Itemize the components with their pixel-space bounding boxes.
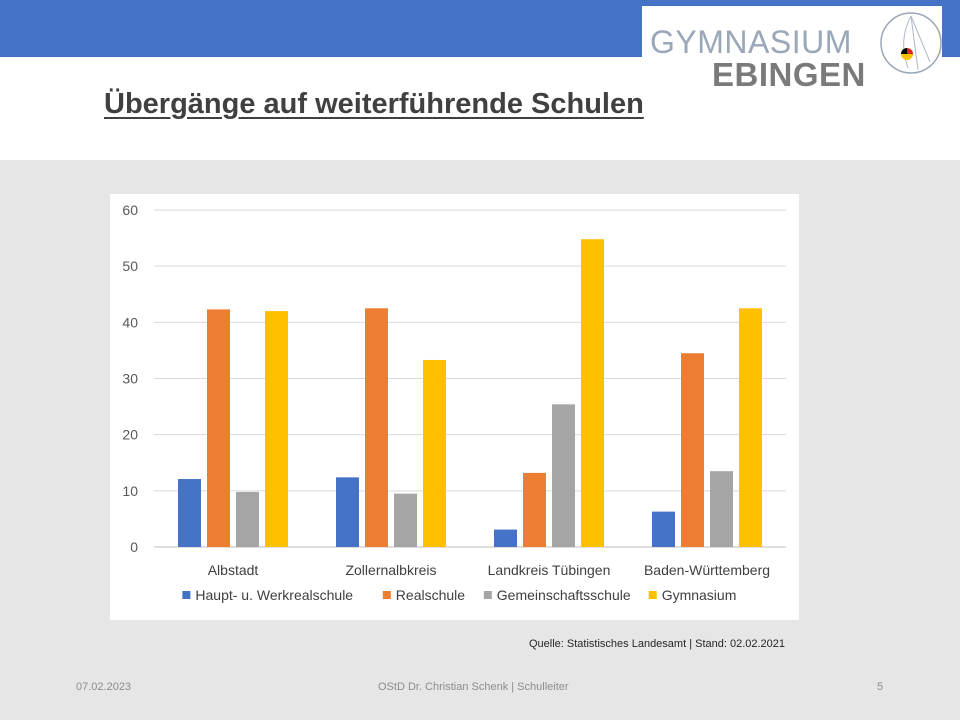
slide-title: Übergänge auf weiterführende Schulen bbox=[104, 88, 644, 120]
school-seal-icon bbox=[880, 12, 942, 74]
bar-landkreis-t-bingen-0 bbox=[494, 529, 517, 547]
bar-baden-w-rttemberg-1 bbox=[681, 353, 704, 547]
school-logo bbox=[642, 6, 942, 96]
bar-albstadt-1 bbox=[207, 309, 230, 547]
bar-albstadt-2 bbox=[236, 491, 259, 547]
bar-baden-w-rttemberg-3 bbox=[739, 308, 762, 547]
logo-text-ebingen: EBINGEN bbox=[712, 56, 866, 93]
bar-landkreis-t-bingen-2 bbox=[552, 404, 575, 547]
legend-label: Haupt- u. Werkrealschule bbox=[195, 587, 353, 603]
source-note: Quelle: Statistisches Landesamt | Stand:… bbox=[529, 638, 786, 650]
chart-area: 0 10 20 30 40 50 60 Albstadt Zollernalbkreis Lan… bbox=[110, 194, 799, 620]
bar-albstadt-0 bbox=[178, 479, 201, 547]
x-tick-label: Baden-Württemberg bbox=[644, 562, 770, 578]
x-tick-label: Landkreis Tübingen bbox=[488, 562, 611, 578]
legend-label: Gymnasium bbox=[662, 587, 737, 603]
legend-label: Gemeinschaftsschule bbox=[497, 587, 631, 603]
legend-swatch bbox=[382, 591, 391, 599]
y-tick-label: 0 bbox=[130, 539, 138, 555]
bar-albstadt-3 bbox=[265, 311, 288, 547]
bar-baden-w-rttemberg-2 bbox=[710, 471, 733, 547]
bar-landkreis-t-bingen-1 bbox=[523, 472, 546, 547]
bar-zollernalbkreis-3 bbox=[423, 359, 446, 547]
logo-text-gymnasium: GYMNASIUM bbox=[650, 24, 852, 60]
legend-swatch bbox=[648, 591, 657, 599]
y-tick-label: 40 bbox=[122, 314, 138, 330]
bar-chart: 0 10 20 30 40 50 60 Albstadt Zollernalbkreis Lan… bbox=[122, 202, 786, 603]
footer-date: 07.02.2023 bbox=[76, 681, 132, 693]
legend-swatch bbox=[483, 591, 492, 599]
bar-zollernalbkreis-2 bbox=[394, 493, 417, 547]
x-tick-label: Albstadt bbox=[208, 562, 259, 578]
bar-zollernalbkreis-1 bbox=[365, 308, 388, 547]
bar-landkreis-t-bingen-3 bbox=[581, 239, 604, 547]
y-tick-label: 60 bbox=[122, 202, 138, 218]
x-tick-label: Zollernalbkreis bbox=[345, 562, 436, 578]
footer-author: OStD Dr. Christian Schenk | Schulleiter bbox=[378, 681, 569, 693]
legend-label: Realschule bbox=[396, 587, 465, 603]
y-tick-label: 10 bbox=[122, 483, 138, 499]
legend-swatch bbox=[182, 591, 191, 599]
y-tick-label: 30 bbox=[122, 371, 138, 387]
y-tick-label: 20 bbox=[122, 427, 138, 443]
page-number: 5 bbox=[877, 681, 884, 693]
bar-baden-w-rttemberg-0 bbox=[652, 511, 675, 547]
bar-zollernalbkreis-0 bbox=[336, 477, 359, 547]
y-tick-label: 50 bbox=[122, 258, 138, 274]
